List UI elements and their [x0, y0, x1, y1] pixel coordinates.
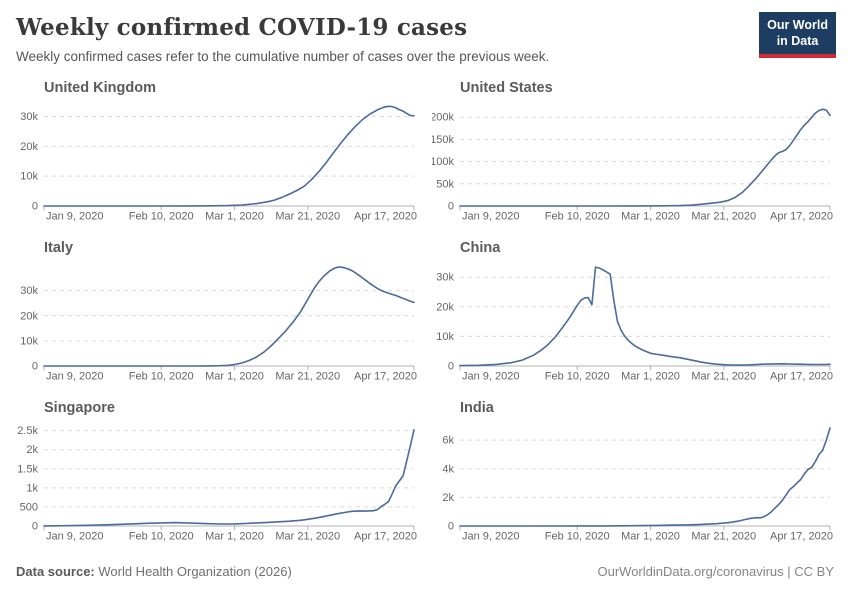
chart-panel-united-kingdom: United Kingdom 0 10k 20k 30k Jan 9, 2020 Feb 1… [16, 70, 418, 230]
y-tick-label: 6k [442, 435, 454, 447]
y-tick-label: 2.5k [17, 425, 38, 437]
figure-header: Weekly confirmed COVID-19 cases Weekly c… [0, 0, 850, 70]
y-tick-label: 0 [448, 361, 454, 373]
x-tick-label: Apr 17, 2020 [354, 531, 417, 543]
owid-logo-line1: Our World [767, 18, 828, 32]
chart-italy: 0 10k 20k 30k Jan 9, 2020 Feb 10, 2020 Mar 1, … [20, 266, 417, 383]
data-line-united-states [459, 108, 831, 207]
y-tick-label: 30k [20, 111, 38, 123]
data-source-label: Data source: [16, 564, 95, 579]
data-source-text: World Health Organization (2026) [94, 564, 292, 579]
chart-panel-singapore: Singapore 0 500 1k 1.5k 2k 2.5k Jan 9, 2020 Feb … [16, 390, 418, 550]
x-tick-label: Mar 1, 2020 [621, 371, 680, 383]
x-tick-label: Feb 10, 2020 [545, 371, 610, 383]
x-tick-label: Feb 10, 2020 [545, 531, 610, 543]
x-tick-label: Apr 17, 2020 [354, 211, 417, 223]
chart-panel-china: China 0 10k 20k 30k Jan 9, 2020 Feb 10, 2020 Ma… [432, 230, 834, 390]
chart-united-kingdom: 0 10k 20k 30k Jan 9, 2020 Feb 10, 2020 Mar 1, … [20, 105, 417, 223]
x-tick-label: Mar 1, 2020 [205, 531, 264, 543]
y-tick-label: 1k [26, 482, 38, 494]
data-line-india [459, 427, 831, 527]
y-tick-label: 10k [20, 171, 38, 183]
y-tick-label: 30k [20, 285, 38, 297]
x-tick-label: Jan 9, 2020 [462, 211, 520, 223]
chart-panel-india: India 0 2k 4k 6k Jan 9, 2020 Feb 10, 2020 Mar 1… [432, 390, 834, 550]
y-tick-label: 100k [432, 156, 454, 168]
x-tick-label: Feb 10, 2020 [545, 211, 610, 223]
chart-title-italy: Italy [44, 240, 74, 256]
x-tick-label: Mar 21, 2020 [691, 531, 756, 543]
x-tick-label: Mar 1, 2020 [621, 531, 680, 543]
y-tick-label: 200k [432, 112, 454, 124]
chart-united-states: 0 50k 100k 150k 200k Jan 9, 2020 Feb 10, 2020 M… [432, 108, 833, 223]
chart-panel-united-states: United States 0 50k 100k 150k 200k Jan 9, 2020… [432, 70, 834, 230]
y-tick-label: 0 [448, 201, 454, 213]
x-tick-label: Feb 10, 2020 [129, 211, 194, 223]
x-tick-label: Apr 17, 2020 [354, 371, 417, 383]
y-tick-label: 150k [432, 134, 454, 146]
x-tick-label: Mar 21, 2020 [275, 371, 340, 383]
y-tick-label: 500 [20, 501, 38, 513]
chart-title-singapore: Singapore [44, 400, 115, 416]
y-tick-label: 0 [448, 521, 454, 533]
x-tick-label: Mar 21, 2020 [691, 211, 756, 223]
page-subtitle: Weekly confirmed cases refer to the cumu… [16, 49, 550, 64]
y-tick-label: 50k [436, 178, 454, 190]
chart-india: 0 2k 4k 6k Jan 9, 2020 Feb 10, 2020 Mar 1, 202… [442, 427, 833, 543]
x-tick-label: Jan 9, 2020 [46, 371, 104, 383]
y-tick-label: 10k [20, 335, 38, 347]
chart-china: 0 10k 20k 30k Jan 9, 2020 Feb 10, 2020 Mar 1, … [436, 266, 833, 383]
x-tick-label: Jan 9, 2020 [46, 211, 104, 223]
x-tick-label: Apr 17, 2020 [770, 531, 833, 543]
x-tick-label: Jan 9, 2020 [46, 531, 104, 543]
chart-title-india: India [460, 400, 494, 416]
x-tick-label: Apr 17, 2020 [770, 371, 833, 383]
y-tick-label: 10k [436, 331, 454, 343]
charts-grid: United Kingdom 0 10k 20k 30k Jan 9, 2020 Feb 1… [0, 70, 850, 550]
data-line-china [459, 266, 831, 367]
x-tick-label: Jan 9, 2020 [462, 531, 520, 543]
owid-logo-line2: in Data [776, 34, 819, 49]
y-tick-label: 4k [442, 463, 454, 475]
x-tick-label: Apr 17, 2020 [770, 211, 833, 223]
x-tick-label: Jan 9, 2020 [462, 371, 520, 383]
x-tick-label: Mar 21, 2020 [275, 211, 340, 223]
owid-logo[interactable]: Our World in Data [759, 12, 836, 58]
data-line-singapore [43, 429, 415, 527]
data-source: Data source: World Health Organization (… [16, 564, 292, 579]
x-tick-label: Mar 1, 2020 [205, 371, 264, 383]
attribution-link[interactable]: OurWorldinData.org/coronavirus | CC BY [597, 564, 834, 579]
chart-title-china: China [460, 240, 501, 256]
chart-title-united-kingdom: United Kingdom [44, 80, 156, 96]
y-tick-label: 20k [20, 310, 38, 322]
page-title: Weekly confirmed COVID-19 cases [16, 14, 468, 41]
chart-panel-italy: Italy 0 10k 20k 30k Jan 9, 2020 Feb 10, 2020 Ma… [16, 230, 418, 390]
y-tick-label: 2k [26, 444, 38, 456]
figure-footer: Data source: World Health Organization (… [0, 550, 850, 579]
x-tick-label: Mar 1, 2020 [621, 211, 680, 223]
x-tick-label: Mar 21, 2020 [275, 531, 340, 543]
data-line-united-kingdom [43, 105, 415, 207]
x-tick-label: Mar 21, 2020 [691, 371, 756, 383]
y-tick-label: 20k [20, 141, 38, 153]
y-tick-label: 0 [32, 361, 38, 373]
y-tick-label: 2k [442, 492, 454, 504]
x-tick-label: Feb 10, 2020 [129, 531, 194, 543]
x-tick-label: Feb 10, 2020 [129, 371, 194, 383]
chart-title-united-states: United States [460, 80, 553, 96]
x-tick-label: Mar 1, 2020 [205, 211, 264, 223]
y-tick-label: 0 [32, 521, 38, 533]
y-tick-label: 30k [436, 272, 454, 284]
chart-singapore: 0 500 1k 1.5k 2k 2.5k Jan 9, 2020 Feb 10, 2020 M… [17, 425, 417, 543]
y-tick-label: 1.5k [17, 463, 38, 475]
y-tick-label: 0 [32, 201, 38, 213]
data-line-italy [43, 266, 415, 367]
y-tick-label: 20k [436, 301, 454, 313]
